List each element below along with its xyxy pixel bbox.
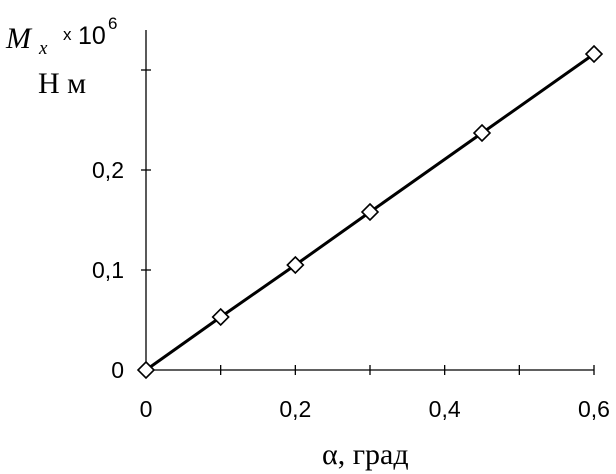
series-line (145, 52, 595, 372)
x-axis-title: α, град (322, 438, 409, 471)
data-point-marker (136, 360, 156, 380)
x-tick-label: 0,4 (429, 396, 461, 422)
data-point-marker (360, 202, 380, 222)
axes (145, 30, 594, 371)
x-tick-label: 0 (140, 396, 153, 422)
y-axis-multiplier: x (63, 25, 72, 44)
y-axis-power-exponent: 6 (108, 14, 117, 33)
x-tick-label: 0,6 (578, 396, 610, 422)
data-point-marker (472, 123, 492, 143)
data-point-marker (584, 44, 604, 64)
x-ticks: 0 0,2 0,4 0,6 (140, 365, 610, 422)
data-point-marker (211, 307, 230, 327)
x-tick-label: 0,2 (279, 396, 311, 422)
series-group (136, 44, 604, 380)
data-point-marker (286, 255, 305, 275)
y-axis-power-base: 10 (78, 22, 106, 50)
y-axis-symbol: M (5, 22, 33, 55)
y-tick-label: 0 (111, 357, 124, 383)
y-axis-subscript: x (38, 38, 48, 59)
y-axis-title: M x x 10 6 Н м (5, 14, 117, 100)
y-tick-label: 0,2 (92, 157, 124, 183)
y-axis-unit: Н м (38, 67, 86, 100)
y-tick-label: 0,1 (92, 257, 124, 283)
y-ticks: 0 0,1 0,2 (92, 69, 151, 383)
